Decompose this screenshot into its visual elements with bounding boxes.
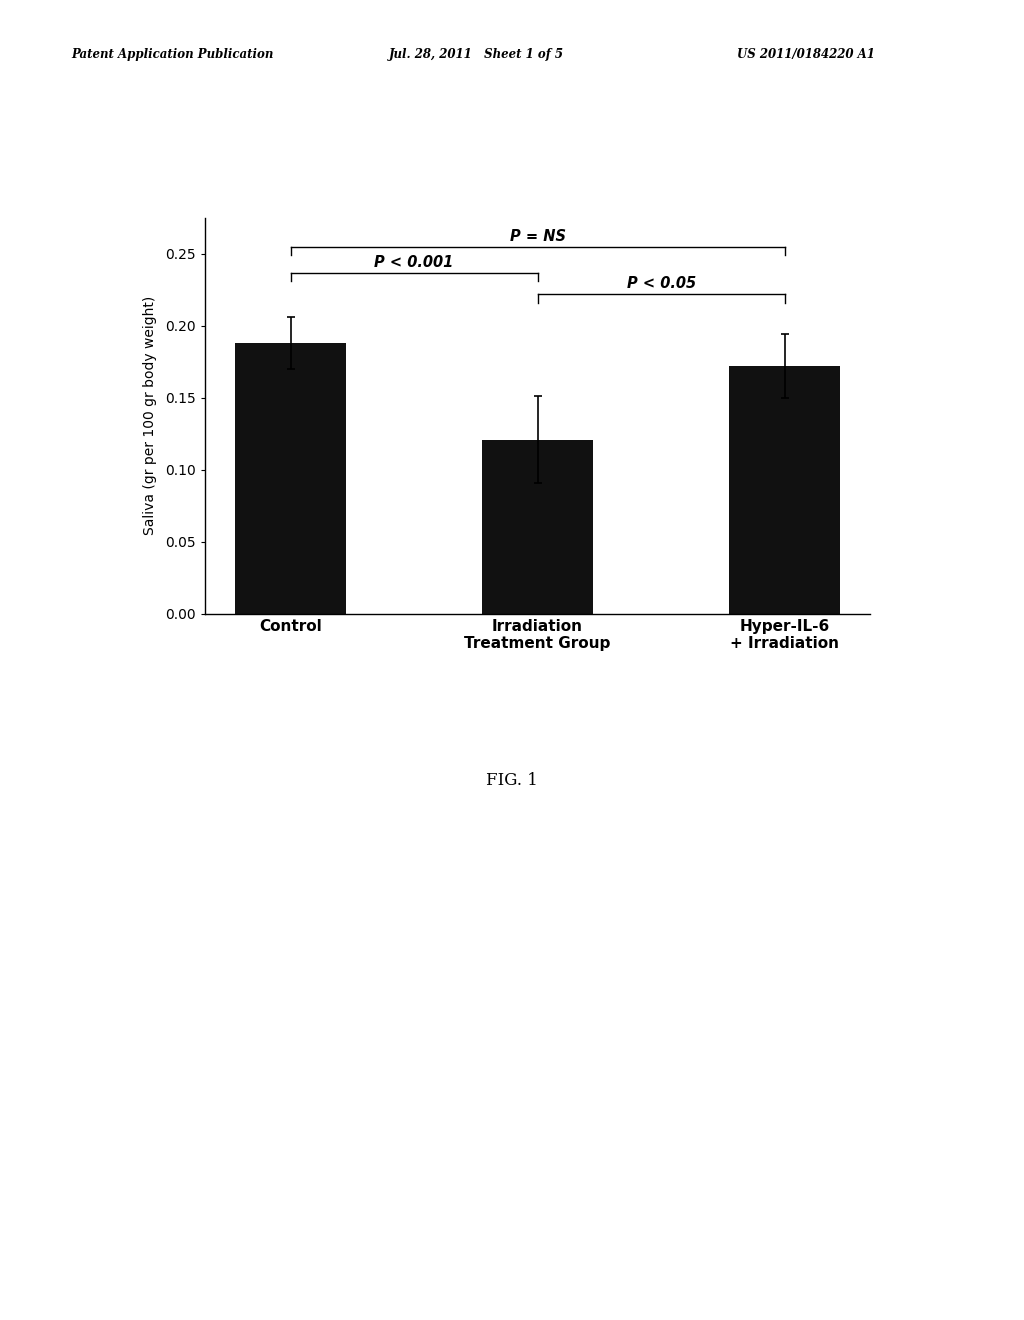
Text: P = NS: P = NS (510, 228, 565, 244)
Text: P < 0.001: P < 0.001 (375, 255, 454, 269)
Bar (482, 440, 593, 614)
Bar (729, 366, 840, 614)
Text: FIG. 1: FIG. 1 (486, 772, 538, 789)
Text: Jul. 28, 2011   Sheet 1 of 5: Jul. 28, 2011 Sheet 1 of 5 (389, 48, 564, 61)
Bar (236, 343, 346, 614)
Text: Patent Application Publication: Patent Application Publication (72, 48, 274, 61)
Y-axis label: Saliva (gr per 100 gr body weight): Saliva (gr per 100 gr body weight) (142, 296, 157, 536)
Text: P < 0.05: P < 0.05 (627, 276, 695, 292)
Text: US 2011/0184220 A1: US 2011/0184220 A1 (737, 48, 876, 61)
